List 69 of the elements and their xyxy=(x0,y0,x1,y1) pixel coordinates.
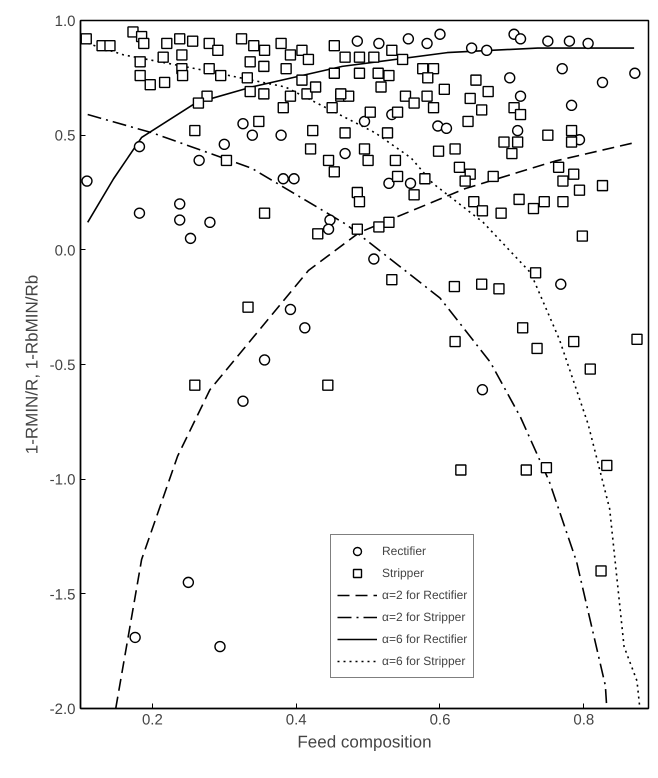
legend-label: α=6 for Rectifier xyxy=(382,632,468,646)
x-tick-label: 0.4 xyxy=(286,712,307,728)
point xyxy=(275,129,287,141)
point xyxy=(368,253,380,265)
point xyxy=(288,173,300,184)
point xyxy=(466,42,478,54)
x-axis-title: Feed composition xyxy=(297,732,432,752)
legend-label: α=2 for Stripper xyxy=(382,610,466,624)
point xyxy=(322,224,334,235)
point xyxy=(134,207,146,219)
y-axis-title: 1-RMIN/R, 1-RbMIN/Rb xyxy=(22,274,42,454)
point xyxy=(383,178,395,190)
y-tick-label: -0.5 xyxy=(50,357,76,374)
point xyxy=(258,354,270,366)
point xyxy=(514,33,526,45)
point xyxy=(299,322,311,334)
point xyxy=(504,72,516,84)
point xyxy=(284,304,296,316)
y-tick-label: 1.0 xyxy=(54,13,76,30)
point xyxy=(237,118,249,130)
point xyxy=(432,120,444,132)
x-tick-label: 0.2 xyxy=(142,712,163,728)
point xyxy=(324,214,336,226)
point xyxy=(404,178,416,190)
point xyxy=(402,33,414,45)
point xyxy=(373,38,385,50)
point xyxy=(174,214,186,226)
point xyxy=(182,576,194,588)
point xyxy=(358,116,370,128)
point xyxy=(514,90,526,102)
point xyxy=(278,173,289,184)
point xyxy=(81,175,93,187)
y-tick-label: -1.0 xyxy=(50,472,76,489)
point xyxy=(440,122,452,134)
point xyxy=(237,396,249,407)
point xyxy=(476,384,488,396)
point xyxy=(339,148,351,160)
legend-label: Stripper xyxy=(382,566,424,580)
legend-label: α=2 for Rectifier xyxy=(382,588,468,602)
point xyxy=(129,632,141,644)
y-tick-label: -1.5 xyxy=(50,586,76,604)
x-tick-label: 0.6 xyxy=(430,712,450,728)
point xyxy=(556,62,568,74)
point xyxy=(555,278,566,290)
point xyxy=(481,44,492,56)
y-tick-label: 0.0 xyxy=(54,242,76,260)
point xyxy=(564,35,576,47)
point xyxy=(566,100,578,112)
point xyxy=(218,138,230,150)
x-tick-label: 0.8 xyxy=(573,712,594,728)
point xyxy=(542,35,554,47)
point xyxy=(174,198,186,210)
point xyxy=(434,28,446,40)
point xyxy=(596,76,608,88)
point xyxy=(204,216,216,228)
point xyxy=(184,232,196,244)
point xyxy=(421,38,433,50)
point xyxy=(512,124,524,136)
legend-label: Rectifier xyxy=(382,544,426,558)
point xyxy=(134,140,146,152)
point xyxy=(193,154,205,166)
point xyxy=(246,129,258,141)
point xyxy=(629,68,641,79)
y-tick-label: 0.5 xyxy=(54,128,76,145)
point xyxy=(352,35,364,47)
legend-label: α=6 for Stripper xyxy=(382,654,466,668)
y-tick-label: -2.0 xyxy=(50,701,76,718)
point xyxy=(214,640,226,652)
point xyxy=(582,38,594,50)
